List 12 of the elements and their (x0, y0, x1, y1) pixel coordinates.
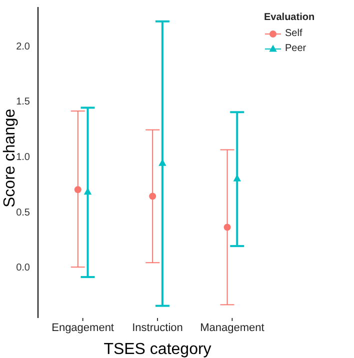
y-tick-label: 1.0 (16, 152, 30, 163)
x-tick-label: Instruction (132, 322, 183, 334)
legend-title: Evaluation (264, 12, 316, 23)
legend-label: Peer (285, 43, 306, 54)
y-tick-label: 0.0 (16, 262, 30, 274)
x-tick-label: Engagement (52, 322, 114, 334)
y-tick-label: 0.5 (16, 207, 30, 218)
x-axis-title: TSES category (104, 341, 212, 358)
y-tick-label: 1.5 (16, 96, 30, 108)
y-tick-label: 2.0 (16, 41, 30, 52)
legend-label: Self (285, 28, 302, 39)
x-tick-label: Management (200, 322, 264, 334)
